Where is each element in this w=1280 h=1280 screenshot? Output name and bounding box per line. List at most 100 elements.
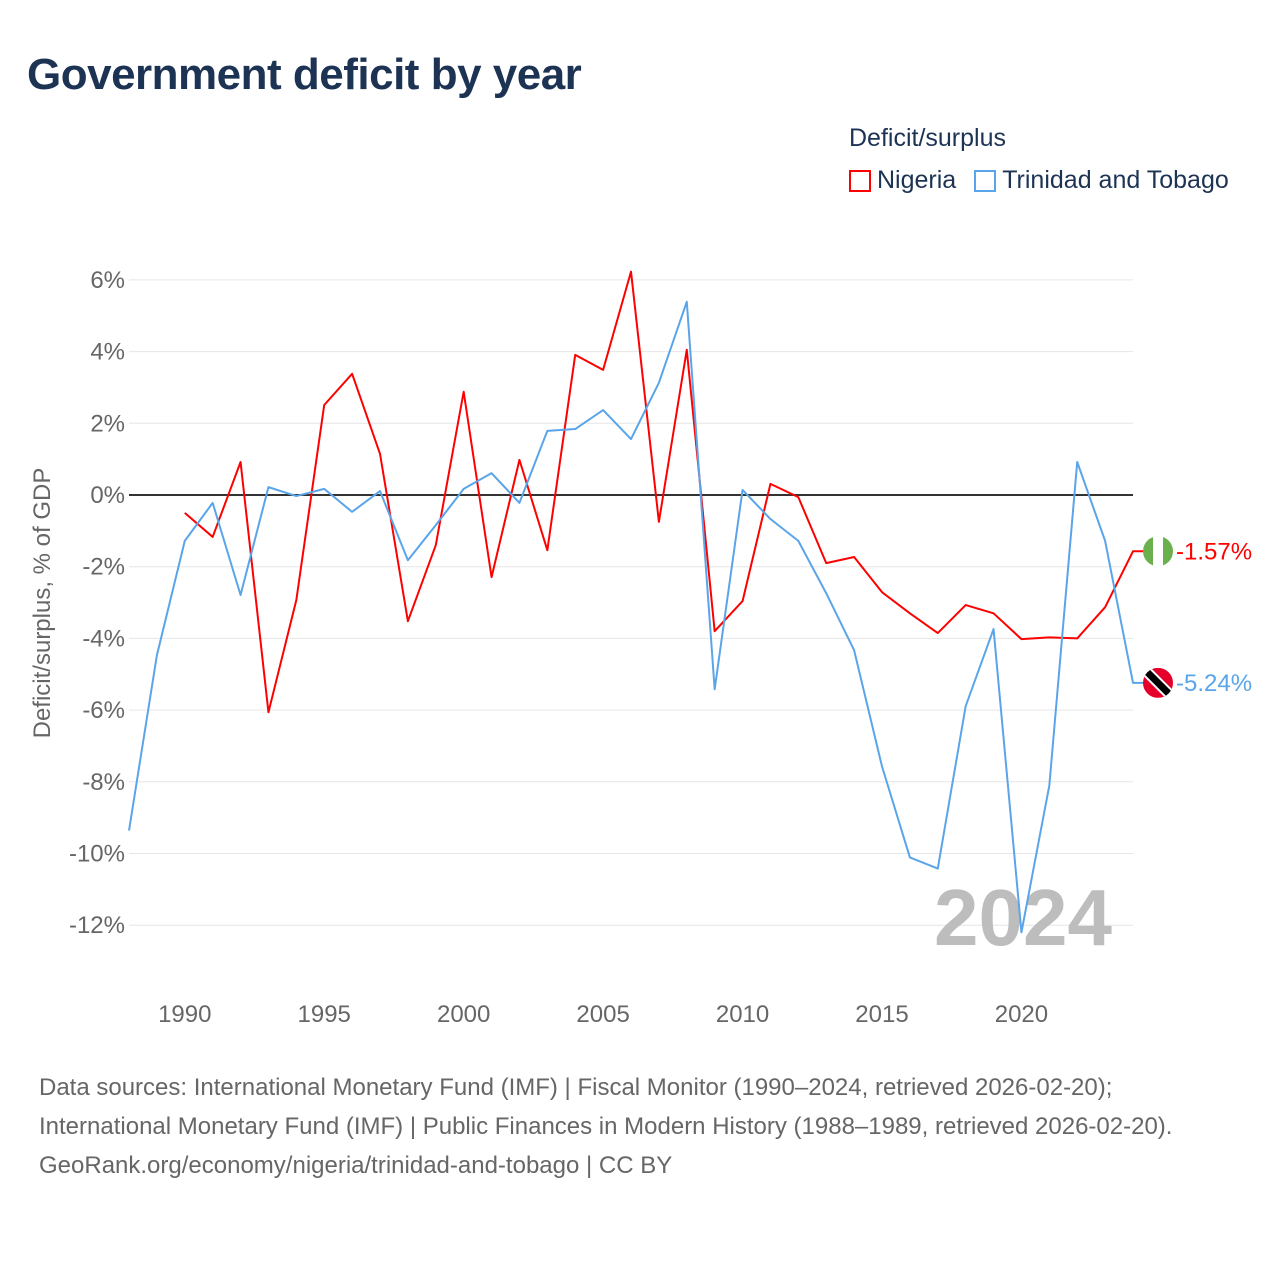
data-point[interactable] xyxy=(293,493,299,499)
data-point[interactable] xyxy=(321,486,327,492)
data-point[interactable] xyxy=(712,686,718,692)
data-point[interactable] xyxy=(210,500,216,506)
data-point[interactable] xyxy=(516,500,522,506)
data-point[interactable] xyxy=(907,610,913,616)
data-point[interactable] xyxy=(628,436,634,442)
trinidad-flag-icon xyxy=(1143,667,1173,698)
data-point[interactable] xyxy=(489,574,495,580)
end-value-label: -1.57% xyxy=(1176,538,1252,565)
legend-swatch-trinidad xyxy=(974,169,997,192)
data-sources: Data sources: International Monetary Fun… xyxy=(39,1074,1173,1140)
data-point[interactable] xyxy=(433,542,439,548)
data-point[interactable] xyxy=(544,547,550,553)
chart-title: Government deficit by year xyxy=(27,50,582,99)
data-point[interactable] xyxy=(963,703,969,709)
data-point[interactable] xyxy=(935,630,941,636)
data-point[interactable] xyxy=(823,560,829,566)
credit-link[interactable]: GeoRank.org/economy/nigeria/trinidad-and… xyxy=(39,1152,673,1179)
data-point[interactable] xyxy=(823,590,829,596)
data-point[interactable] xyxy=(349,509,355,515)
data-point[interactable] xyxy=(461,486,467,492)
data-point[interactable] xyxy=(349,371,355,377)
data-point[interactable] xyxy=(489,470,495,476)
data-point[interactable] xyxy=(1018,929,1024,935)
data-point[interactable] xyxy=(600,407,606,413)
data-point[interactable] xyxy=(1102,604,1108,610)
data-point[interactable] xyxy=(600,367,606,373)
data-point[interactable] xyxy=(628,269,634,275)
legend-label: Trinidad and Tobago xyxy=(1002,166,1229,194)
y-tick-label: -2% xyxy=(82,554,125,581)
data-point[interactable] xyxy=(1046,782,1052,788)
data-point[interactable] xyxy=(182,538,188,544)
data-point[interactable] xyxy=(572,426,578,432)
data-point[interactable] xyxy=(991,610,997,616)
legend-item-nigeria[interactable]: Nigeria xyxy=(849,166,956,195)
y-tick-label: 6% xyxy=(90,267,125,294)
data-point[interactable] xyxy=(1102,538,1108,544)
data-point[interactable] xyxy=(265,484,271,490)
data-point[interactable] xyxy=(795,494,801,500)
data-point[interactable] xyxy=(851,554,857,560)
x-tick-label: 1995 xyxy=(298,1001,351,1028)
data-point[interactable] xyxy=(740,487,746,493)
data-point[interactable] xyxy=(321,402,327,408)
data-point[interactable] xyxy=(767,516,773,522)
legend-item-trinidad[interactable]: Trinidad and Tobago xyxy=(974,166,1229,195)
series-line-trinidad[interactable] xyxy=(128,300,1145,934)
data-point[interactable] xyxy=(293,597,299,603)
data-point[interactable] xyxy=(684,299,690,305)
footer: Data sources: International Monetary Fun… xyxy=(39,1068,1249,1185)
data-point[interactable] xyxy=(1046,634,1052,640)
data-point[interactable] xyxy=(1074,635,1080,641)
data-point[interactable] xyxy=(907,854,913,860)
data-point[interactable] xyxy=(405,618,411,624)
data-point[interactable] xyxy=(433,522,439,528)
y-tick-label: -8% xyxy=(82,769,125,796)
data-point[interactable] xyxy=(210,534,216,540)
data-point[interactable] xyxy=(238,459,244,465)
data-point[interactable] xyxy=(377,488,383,494)
x-tick-label: 2010 xyxy=(716,1001,769,1028)
data-point[interactable] xyxy=(740,598,746,604)
data-point[interactable] xyxy=(544,428,550,434)
data-point[interactable] xyxy=(1018,636,1024,642)
legend-swatch-nigeria xyxy=(849,169,871,192)
data-point[interactable] xyxy=(656,519,662,525)
x-tick-label: 2015 xyxy=(855,1001,908,1028)
data-point[interactable] xyxy=(572,352,578,358)
data-point[interactable] xyxy=(461,389,467,395)
data-point[interactable] xyxy=(963,602,969,608)
y-tick-label: -6% xyxy=(82,697,125,724)
y-tick-label: 2% xyxy=(90,410,125,437)
data-point[interactable] xyxy=(935,866,941,872)
data-point[interactable] xyxy=(879,589,885,595)
data-point[interactable] xyxy=(767,481,773,487)
x-tick-label: 2020 xyxy=(995,1001,1048,1028)
data-point[interactable] xyxy=(265,709,271,715)
data-point[interactable] xyxy=(795,538,801,544)
data-point[interactable] xyxy=(712,628,718,634)
data-point[interactable] xyxy=(1130,548,1136,554)
y-axis-label: Deficit/surplus, % of GDP xyxy=(29,468,56,739)
data-point[interactable] xyxy=(182,510,188,516)
data-point[interactable] xyxy=(656,380,662,386)
data-point[interactable] xyxy=(1130,680,1136,686)
data-point[interactable] xyxy=(154,652,160,658)
y-tick-label: 4% xyxy=(90,339,125,366)
data-point[interactable] xyxy=(238,592,244,598)
data-point[interactable] xyxy=(879,763,885,769)
data-point[interactable] xyxy=(991,626,997,632)
data-point[interactable] xyxy=(405,557,411,563)
data-point[interactable] xyxy=(377,451,383,457)
x-tick-label: 2000 xyxy=(437,1001,490,1028)
data-point[interactable] xyxy=(126,828,132,834)
x-tick-label: 2005 xyxy=(576,1001,629,1028)
series-line-nigeria[interactable] xyxy=(184,270,1145,714)
data-point[interactable] xyxy=(1074,459,1080,465)
data-point[interactable] xyxy=(684,347,690,353)
data-point[interactable] xyxy=(851,647,857,653)
data-point[interactable] xyxy=(516,457,522,463)
end-value-label: -5.24% xyxy=(1176,670,1252,697)
